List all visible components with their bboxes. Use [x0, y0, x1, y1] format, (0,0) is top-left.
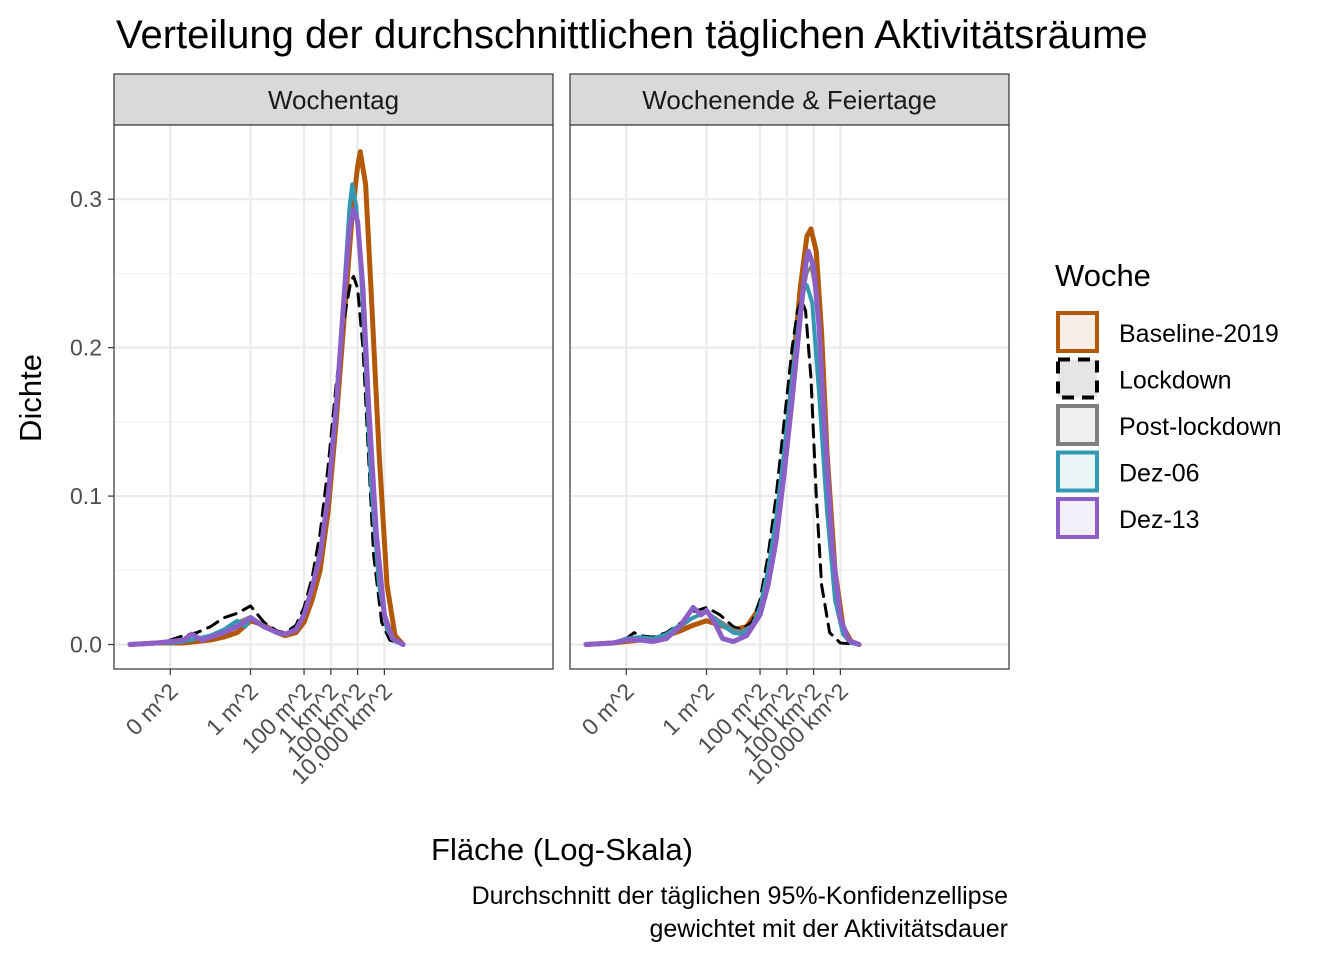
legend-item-lockdown: Lockdown [1056, 357, 1232, 400]
facet-strip [113, 73, 554, 126]
legend-label: Baseline-2019 [1119, 320, 1279, 348]
facet-strip [569, 73, 1010, 126]
series-line-dez-13 [583, 248, 862, 648]
y-tick-label: 0.0 [70, 632, 102, 658]
panel-border [113, 124, 554, 670]
y-tick-label: 0.3 [70, 186, 102, 212]
legend-label: Lockdown [1119, 367, 1232, 395]
legend-item-baseline-2019: Baseline-2019 [1056, 311, 1279, 353]
legend-key [1056, 404, 1099, 446]
legend-item-dez-06: Dez-06 [1056, 450, 1200, 493]
facet-strip-label: Wochentag [268, 85, 399, 115]
legend-title: Woche [1055, 258, 1151, 293]
legend-key [1056, 450, 1099, 493]
y-axis: Dichte [13, 354, 48, 442]
series-line-dez-06 [584, 283, 862, 647]
x-tick-label: 0 m^2 [121, 678, 183, 740]
legend-key [1056, 311, 1099, 353]
legend: Woche Baseline-2019 Lockdown Post-lockdown… [1055, 258, 1282, 539]
legend-item-dez-13: Dez-13 [1056, 497, 1200, 539]
x-axis: Fläche (Log-Skala) [431, 832, 693, 867]
plot-background [114, 125, 553, 669]
x-axis-title: Fläche (Log-Skala) [431, 832, 693, 867]
caption-line-2: gewichtet mit der Aktivitätsdauer [650, 915, 1009, 943]
y-tick-label: 0.2 [70, 335, 102, 361]
legend-key [1056, 357, 1099, 400]
facet-strip-label: Wochenende & Feiertage [642, 85, 936, 115]
legend-label: Dez-13 [1119, 506, 1200, 534]
legend-label: Dez-06 [1119, 460, 1200, 488]
caption-line-1: Durchschnitt der täglichen 95%-Konfidenz… [472, 882, 1008, 910]
chart-title: Verteilung der durchschnittlichen täglic… [116, 13, 1148, 57]
legend-label: Post-lockdown [1119, 413, 1282, 441]
panel-border [569, 124, 1010, 670]
series-line-dez-13 [127, 207, 406, 648]
y-tick-label: 0.1 [70, 483, 102, 509]
legend-item-post-lockdown: Post-lockdown [1056, 404, 1282, 446]
y-axis-title: Dichte [13, 354, 48, 442]
legend-key [1056, 497, 1099, 539]
x-tick-label: 0 m^2 [577, 678, 639, 740]
